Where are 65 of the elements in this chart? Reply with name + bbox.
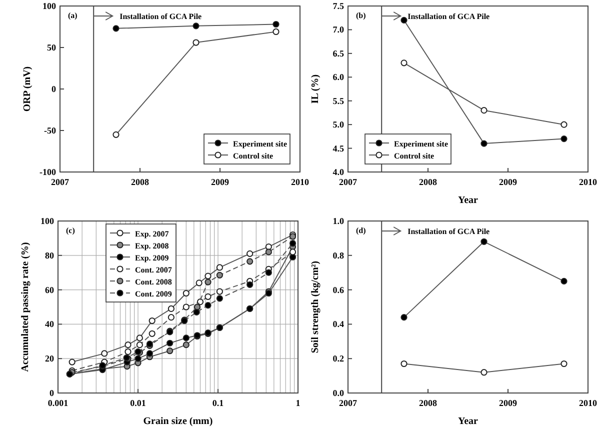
y-tick-label: 100 <box>40 216 54 226</box>
x-tick-label: 2010 <box>579 398 598 408</box>
y-tick-label: -50 <box>44 126 56 136</box>
y-tick-label: 0.2 <box>332 354 344 364</box>
y-tick-label: 7.0 <box>332 24 344 35</box>
x-tick-label: 2010 <box>291 177 310 187</box>
x-tick-label: 2008 <box>419 177 438 187</box>
annotation: (b) <box>356 11 366 20</box>
x-axis-title: Year <box>458 195 479 206</box>
legend-label: Exp. 2009 <box>135 254 169 262</box>
y-axis-title: ORP (mV) <box>22 66 33 112</box>
y-tick-label: 4.0 <box>332 167 344 177</box>
y-tick-label: 5.5 <box>332 96 344 106</box>
y-tick-label: 7.5 <box>332 1 344 11</box>
y-tick-label: 60 <box>45 284 54 295</box>
legend-label: Cont. 2007 <box>135 266 172 274</box>
y-tick-label: -100 <box>40 167 56 177</box>
legend-label: Control site <box>233 152 274 160</box>
y-tick-label: 20 <box>45 354 54 364</box>
x-tick-label: 2007 <box>339 177 358 187</box>
legend-label: Exp. 2007 <box>135 230 169 238</box>
annotation: (a) <box>68 11 78 20</box>
x-tick-label: 2007 <box>339 398 358 408</box>
x-tick-label: 2008 <box>131 177 150 187</box>
y-tick-label: 6.0 <box>332 72 344 82</box>
x-tick-label: 2009 <box>499 398 518 408</box>
ref-line-label: Installation of GCA Pile <box>120 12 202 21</box>
y-tick-label: 5.0 <box>332 120 344 130</box>
ref-line-label: Installation of GCA Pile <box>408 12 490 21</box>
y-axis-title: IL (%) <box>310 74 321 104</box>
x-tick-label: 2010 <box>579 177 598 187</box>
x-tick-label: 0.1 <box>212 398 224 408</box>
x-tick-label: 2008 <box>419 398 438 408</box>
y-tick-label: 0.8 <box>332 250 344 260</box>
y-tick-label: 4.5 <box>332 143 344 154</box>
x-axis-title: Year <box>458 416 479 427</box>
y-tick-label: 80 <box>45 250 54 260</box>
x-tick-label: 0.01 <box>130 398 146 408</box>
legend-label: Control site <box>394 152 435 160</box>
y-tick-label: 0 <box>50 388 54 398</box>
y-tick-label: 1.0 <box>332 216 344 226</box>
y-tick-label: 6.5 <box>332 48 344 58</box>
y-tick-label: 50 <box>47 42 56 52</box>
annotation: (c) <box>66 226 76 235</box>
legend-label: Cont. 2008 <box>135 278 172 286</box>
legend-label: Experiment site <box>394 140 448 148</box>
ref-line-label: Installation of GCA Pile <box>408 227 490 236</box>
y-tick-label: 100 <box>42 1 56 11</box>
x-tick-label: 1 <box>296 398 301 408</box>
y-tick-label: 0.4 <box>332 319 344 330</box>
x-tick-label: 2007 <box>51 177 70 187</box>
y-axis-title: Accumulated passing rate (%) <box>20 242 31 372</box>
x-tick-label: 0.001 <box>48 398 69 408</box>
y-tick-label: 40 <box>45 319 54 330</box>
y-tick-label: 0.6 <box>332 284 344 295</box>
y-tick-label: 0 <box>52 84 56 94</box>
legend-label: Cont. 2009 <box>135 290 172 298</box>
x-axis-title: Grain size (mm) <box>143 416 213 427</box>
legend-label: Exp. 2008 <box>135 242 169 250</box>
annotation: (d) <box>356 226 366 235</box>
x-tick-label: 2009 <box>211 177 230 187</box>
y-tick-label: 0.0 <box>332 388 344 398</box>
legend-label: Experiment site <box>233 140 288 148</box>
y-axis-title: Soil strength (kg/cm²) <box>310 260 321 354</box>
x-tick-label: 2009 <box>499 177 518 187</box>
